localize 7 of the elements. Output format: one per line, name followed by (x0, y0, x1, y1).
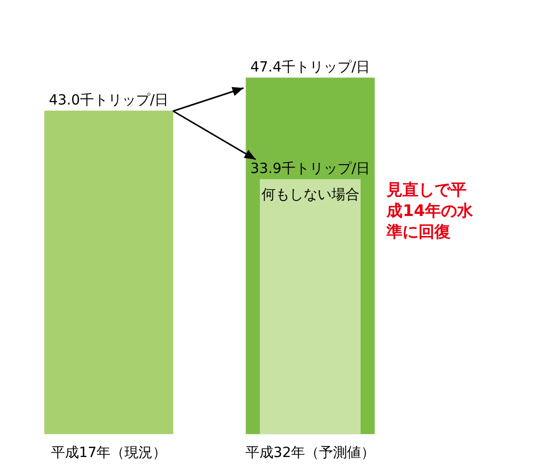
data-label: 33.9千トリップ/日 (250, 161, 370, 178)
annotation: 見直しで平成14年の水準に回復 (386, 179, 474, 242)
data-label: 43.0千トリップ/日 (48, 92, 169, 109)
x-tick-label: 平成17年（現況） (50, 445, 167, 462)
x-tick-label: 平成32年（予測値） (245, 445, 376, 462)
data-label: 47.4千トリップ/日 (250, 60, 370, 76)
series-label: 何もしない場合 (261, 187, 360, 204)
